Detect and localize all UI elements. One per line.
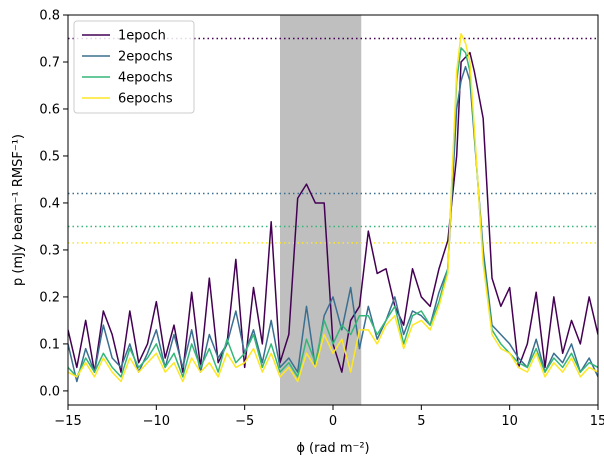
y-tick-label: 0.1 [39,337,60,352]
axes: −15 −10 −5 0 5 10 15 0.0 0.1 0.2 0.3 0.4 0.5 0.6 0.7 0.… [39,9,604,430]
legend-label-4epochs: 4epochs [118,71,173,86]
y-tick-label: 0.6 [39,102,60,117]
x-axis-label: ϕ (rad m⁻²) [296,441,369,456]
x-tick-label: 0 [329,414,337,429]
legend-box [73,20,195,114]
y-tick-label: 0.3 [39,243,60,258]
series-line-6epochs [68,33,598,383]
plot-area [68,15,598,405]
x-tick-label: −15 [54,414,81,429]
x-tick-label: −10 [143,414,170,429]
y-tick-label: 0.5 [39,149,60,164]
x-tick-label: 5 [417,414,425,429]
x-tick-label: 15 [590,414,604,429]
y-tick-label: 0.7 [39,55,60,70]
legend-label-1epoch: 1epoch [118,29,166,44]
legend: 1epoch 2epochs 4epochs 6epochs [73,20,195,114]
y-tick-label: 0.0 [39,384,60,399]
legend-label-2epochs: 2epochs [118,50,173,65]
y-tick-label: 0.8 [39,9,60,24]
y-axis-label: p (mJy beam⁻¹ RMSF⁻¹) [11,134,26,286]
y-tick-label: 0.4 [39,196,60,211]
series-line-1epoch [68,51,598,373]
y-tick-label: 0.2 [39,290,60,305]
series-line-2epochs [68,65,598,383]
series-line-4epochs [68,47,598,378]
legend-label-6epochs: 6epochs [118,92,173,107]
x-tick-label: −5 [235,414,254,429]
x-tick-label: 10 [501,414,518,429]
